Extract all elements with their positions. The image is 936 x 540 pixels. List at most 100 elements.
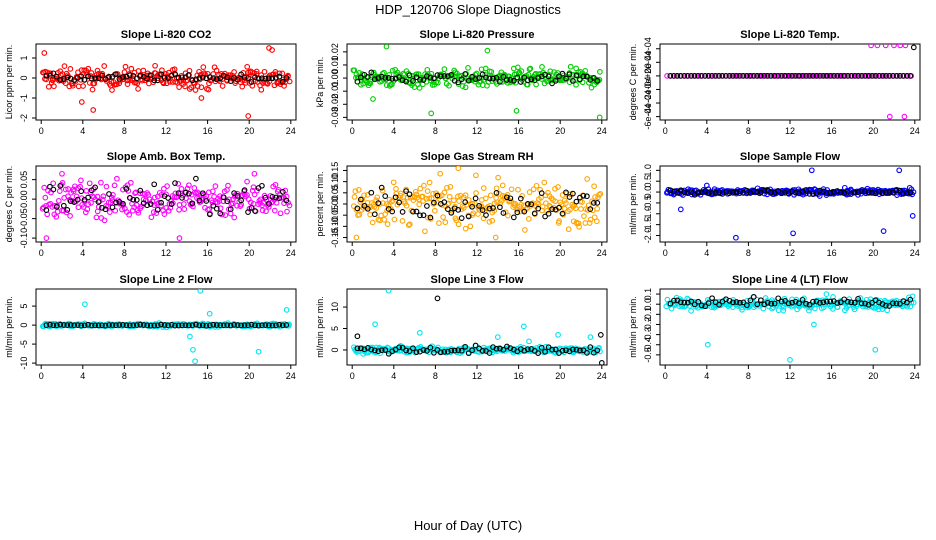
data-point	[447, 183, 454, 190]
data-point	[903, 299, 910, 306]
data-point	[43, 235, 50, 241]
data-point	[224, 74, 231, 81]
data-point	[664, 73, 670, 79]
data-point	[130, 196, 137, 203]
data-point	[244, 178, 250, 185]
data-point	[469, 347, 475, 354]
data-point	[43, 72, 50, 79]
data-point	[910, 299, 917, 306]
x-tick-label: 4	[704, 371, 709, 381]
data-point	[671, 297, 677, 304]
data-point	[811, 321, 817, 328]
data-point	[750, 73, 757, 79]
y-tick-label: 0e+00	[643, 63, 653, 88]
data-point	[565, 226, 572, 233]
data-point	[806, 73, 813, 79]
data-point	[108, 78, 115, 85]
data-point	[482, 65, 489, 72]
data-point	[785, 73, 792, 79]
data-point	[164, 183, 170, 189]
data-point	[266, 75, 272, 82]
data-point	[231, 69, 237, 75]
y-tick-label: 0	[330, 347, 340, 352]
data-point	[124, 81, 131, 87]
data-point	[545, 210, 552, 217]
x-tick-label: 0	[39, 126, 44, 136]
data-point	[897, 187, 903, 194]
data-point	[426, 179, 433, 186]
data-point	[491, 207, 498, 214]
data-point	[248, 79, 255, 85]
data-point	[85, 321, 91, 328]
y-tick-label: 1.0	[643, 164, 653, 177]
data-point	[559, 70, 566, 77]
points-line4	[663, 291, 917, 363]
data-point	[392, 194, 399, 201]
data-point	[130, 72, 137, 79]
data-point	[818, 73, 825, 79]
data-point	[199, 322, 206, 329]
data-point	[758, 300, 764, 307]
data-point	[597, 348, 603, 355]
data-point	[702, 303, 709, 310]
data-point	[370, 96, 376, 102]
data-point	[768, 189, 775, 196]
data-point	[789, 299, 795, 306]
data-point	[356, 211, 363, 218]
x-tick-label: 12	[161, 248, 171, 258]
data-point	[190, 346, 196, 353]
data-point	[209, 188, 216, 195]
data-point	[153, 210, 160, 216]
data-point	[92, 75, 98, 82]
data-point	[161, 322, 168, 328]
data-point	[355, 187, 362, 193]
data-point	[178, 186, 185, 192]
x-tick-label: 20	[244, 126, 254, 136]
data-point	[64, 74, 71, 81]
data-point	[95, 75, 102, 82]
data-point	[120, 200, 126, 207]
data-point	[434, 295, 441, 302]
data-point	[371, 211, 378, 218]
data-point	[726, 73, 733, 79]
data-point	[234, 322, 241, 328]
data-point	[41, 184, 48, 191]
data-point	[526, 189, 533, 195]
data-point	[473, 190, 479, 196]
y-tick-label: 0.05	[19, 171, 29, 189]
y-tick-label: -0.03	[330, 107, 340, 128]
data-point	[84, 206, 91, 213]
data-point	[563, 200, 569, 206]
data-point	[277, 192, 283, 198]
data-point	[768, 73, 775, 79]
data-point	[198, 95, 205, 101]
data-point	[158, 71, 164, 78]
data-point	[705, 189, 712, 196]
x-tick-label: 12	[161, 126, 171, 136]
data-point	[493, 190, 500, 196]
data-point	[428, 110, 435, 117]
data-point	[227, 322, 234, 329]
data-point	[245, 75, 251, 81]
data-point	[472, 200, 478, 207]
data-point	[212, 183, 219, 189]
y-tick-label: -2e-04	[643, 76, 653, 102]
data-point	[64, 207, 71, 213]
data-point	[462, 84, 469, 91]
data-point	[367, 80, 374, 87]
data-point	[848, 73, 855, 79]
data-point	[266, 203, 272, 210]
data-point	[740, 73, 747, 79]
data-point	[573, 72, 580, 79]
data-point	[472, 76, 479, 82]
data-point	[823, 298, 830, 305]
data-point	[526, 66, 533, 73]
data-point	[427, 344, 434, 351]
data-point	[203, 198, 210, 204]
data-point	[241, 322, 248, 329]
data-point	[886, 303, 893, 309]
data-point	[189, 200, 196, 207]
data-point	[483, 74, 489, 81]
data-point	[47, 70, 54, 77]
data-point	[872, 346, 879, 353]
